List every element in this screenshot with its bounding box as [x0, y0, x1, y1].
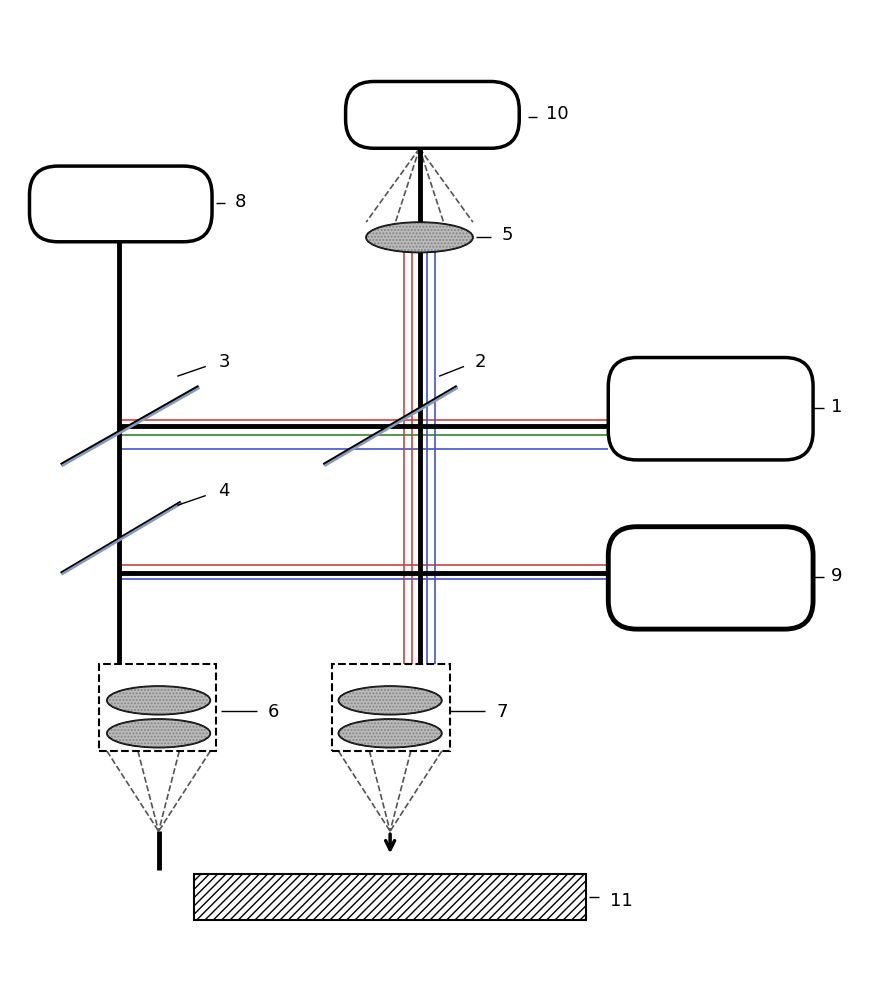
Bar	[194, 874, 586, 920]
Ellipse shape	[366, 222, 473, 252]
Ellipse shape	[339, 719, 442, 748]
Text: 2: 2	[475, 353, 487, 371]
Bar	[332, 664, 450, 751]
Text: 10: 10	[546, 105, 569, 123]
Text: 3: 3	[219, 353, 229, 371]
FancyBboxPatch shape	[346, 81, 520, 148]
Ellipse shape	[107, 719, 211, 748]
Text: 5: 5	[502, 226, 513, 244]
Text: 7: 7	[497, 703, 508, 721]
Text: 6: 6	[268, 703, 280, 721]
Text: 11: 11	[610, 892, 633, 910]
FancyBboxPatch shape	[30, 166, 212, 242]
Text: 1: 1	[831, 398, 842, 416]
Text: 8: 8	[234, 193, 246, 211]
Bar	[99, 664, 217, 751]
FancyBboxPatch shape	[608, 358, 813, 460]
Text: 4: 4	[219, 482, 229, 500]
Text: 9: 9	[831, 567, 842, 585]
Ellipse shape	[339, 686, 442, 715]
FancyBboxPatch shape	[608, 527, 813, 629]
Ellipse shape	[107, 686, 211, 715]
